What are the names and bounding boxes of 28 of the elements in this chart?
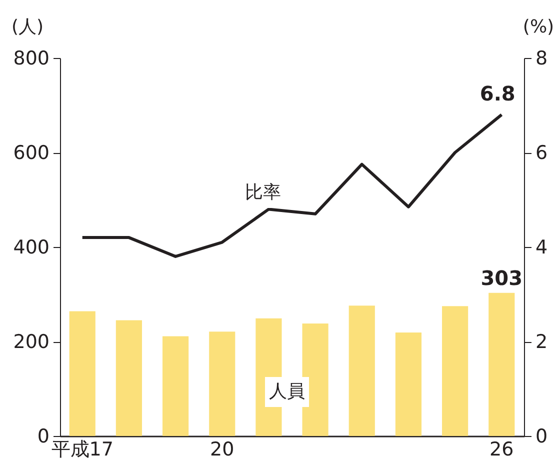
bar [395,332,422,436]
x-tick-label: 20 [210,438,234,460]
y-tick-label: 600 [13,142,50,164]
y-tick-label: 800 [13,48,50,70]
y-tick-label: 400 [13,236,50,258]
y2-tick-label: 4 [536,236,548,258]
line-series [80,113,504,258]
y-axis-title: (人) [11,16,44,38]
data-label: 6.8 [480,82,516,106]
bar [488,292,515,436]
y2-tick-label: 0 [536,426,548,448]
x-tick-label: 平成17 [51,438,114,460]
y2-tick-label: 8 [536,48,548,70]
bar [348,306,375,436]
y2-tick-label: 2 [536,331,548,353]
y-tick-label: 0 [37,426,50,448]
data-label: 303 [480,266,523,290]
bar [69,311,96,436]
annotation: 比率 [245,182,281,203]
y2-tick-label: 6 [536,142,548,164]
annotation: 人員 [269,381,305,402]
bar [162,336,189,436]
y2-axis-title: (%) [522,16,554,38]
bar [442,306,468,436]
bar [116,320,142,436]
bar [209,332,236,436]
x-tick-label: 26 [490,438,514,460]
y-tick-label: 200 [13,331,50,353]
